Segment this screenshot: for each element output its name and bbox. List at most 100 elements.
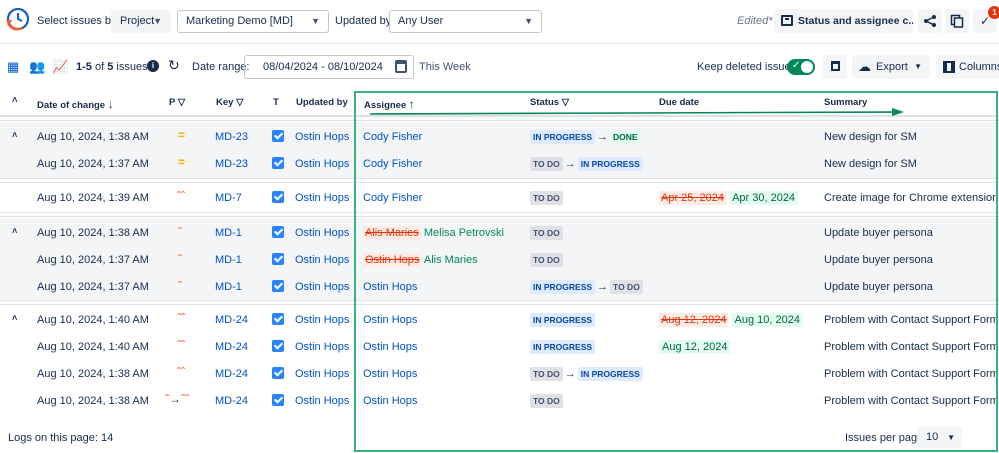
table-row[interactable]: Aug 10, 2024, 1:38 AM ˆˆ MD-24 Ostin Hop…: [0, 360, 999, 387]
updated-by-link[interactable]: Ostin Hops: [295, 395, 350, 407]
table-row[interactable]: ˄ Aug 10, 2024, 1:40 AM ˆˆ MD-24 Ostin H…: [0, 306, 999, 333]
col-type[interactable]: T: [273, 97, 279, 108]
updated-by-link[interactable]: Ostin Hops: [295, 254, 350, 266]
assignee-cell[interactable]: Ostin Hops: [363, 314, 418, 326]
issues-label: issues: [116, 61, 148, 73]
updated-by-link[interactable]: Ostin Hops: [295, 314, 350, 326]
updated-by-link[interactable]: Ostin Hops: [295, 281, 350, 293]
copy-button[interactable]: [945, 9, 969, 33]
issue-group: Aug 10, 2024, 1:39 AM ˆˆ MD-7 Ostin Hops…: [0, 184, 999, 212]
info-icon[interactable]: i: [147, 60, 159, 72]
assignee-cell[interactable]: Alis Maries Melisa Petrovski: [363, 226, 504, 240]
updated-by-link[interactable]: Ostin Hops: [295, 341, 350, 353]
group-separator: [0, 178, 999, 183]
group-separator: [0, 116, 999, 121]
col-summary[interactable]: Summary: [824, 97, 868, 108]
assignee-cell[interactable]: Cody Fisher: [363, 158, 423, 170]
updated-by-link[interactable]: Ostin Hops: [295, 368, 350, 380]
total-issues: 5: [107, 61, 114, 73]
collapse-icon[interactable]: ˄: [12, 226, 18, 236]
issue-key-link[interactable]: MD-1: [215, 227, 242, 239]
priority-high-icon: ˆˆ: [177, 311, 185, 325]
task-type-icon: [272, 253, 284, 265]
chart-icon[interactable]: 📈: [52, 59, 69, 74]
date-range-input[interactable]: 08/04/2024 - 08/10/2024: [244, 55, 414, 79]
table-row[interactable]: Aug 10, 2024, 1:37 AM = MD-23 Ostin Hops…: [0, 150, 999, 177]
priority-high-icon: ˆ: [178, 225, 182, 239]
delete-button[interactable]: [823, 55, 847, 79]
col-key[interactable]: Key ▽: [216, 97, 244, 108]
per-page-dropdown[interactable]: 10 ▼: [917, 427, 962, 448]
chevron-down-icon: ▼: [524, 16, 533, 26]
col-updated-by[interactable]: Updated by: [296, 97, 348, 108]
issue-key-link[interactable]: MD-24: [215, 395, 249, 407]
updated-by-link[interactable]: Ostin Hops: [295, 192, 350, 204]
col-priority[interactable]: P ▽: [169, 97, 186, 108]
updated-by-link[interactable]: Ostin Hops: [295, 131, 350, 143]
table-header: ˄ Date of change ↓ P ▽ Key ▽ T Updated b…: [0, 88, 999, 116]
issue-group: ˄ Aug 10, 2024, 1:38 AM = MD-23 Ostin Ho…: [0, 122, 999, 178]
issue-key-link[interactable]: MD-24: [215, 314, 249, 326]
collapse-icon[interactable]: ˄: [12, 130, 18, 140]
saved-view-button[interactable]: Status and assignee c...: [774, 9, 913, 33]
updated-by-link[interactable]: Ostin Hops: [295, 158, 350, 170]
assignee-cell[interactable]: Ostin Hops: [363, 395, 418, 407]
select-issues-dropdown[interactable]: Project ▼: [111, 10, 171, 33]
table-row[interactable]: ˄ Aug 10, 2024, 1:38 AM = MD-23 Ostin Ho…: [0, 123, 999, 150]
col-status[interactable]: Status ▽: [530, 97, 569, 108]
issue-key-link[interactable]: MD-1: [215, 281, 242, 293]
task-type-icon: [272, 367, 284, 379]
issue-key-link[interactable]: MD-1: [215, 254, 242, 266]
of-label: of: [94, 61, 105, 73]
history-logo-icon: [6, 7, 30, 31]
table-row[interactable]: Aug 10, 2024, 1:39 AM ˆˆ MD-7 Ostin Hops…: [0, 184, 999, 211]
summary-cell: Problem with Contact Support Form: [824, 341, 999, 353]
table-row[interactable]: Aug 10, 2024, 1:37 AM ˆ MD-1 Ostin Hops …: [0, 273, 999, 300]
refresh-icon[interactable]: ↻: [168, 57, 180, 73]
project-value: Marketing Demo [MD]: [186, 15, 293, 27]
toggle-knob: [801, 61, 813, 73]
assignee-cell[interactable]: Ostin Hops: [363, 281, 418, 293]
issue-group: ˄ Aug 10, 2024, 1:38 AM ˆ MD-1 Ostin Hop…: [0, 218, 999, 300]
assignee-cell[interactable]: Cody Fisher: [363, 192, 423, 204]
table-row[interactable]: ˄ Aug 10, 2024, 1:38 AM ˆ MD-1 Ostin Hop…: [0, 219, 999, 246]
per-page-label: Issues per page:: [845, 432, 927, 444]
task-type-icon: [272, 280, 284, 292]
assignee-cell[interactable]: Ostin Hops: [363, 368, 418, 380]
summary-cell: Update buyer persona: [824, 254, 933, 266]
priority-high-icon: ˆ: [178, 252, 182, 266]
keep-deleted-toggle[interactable]: ✓: [787, 59, 815, 75]
col-date[interactable]: Date of change ↓: [37, 97, 114, 111]
issue-key-link[interactable]: MD-23: [215, 158, 249, 170]
updated-by-link[interactable]: Ostin Hops: [295, 227, 350, 239]
table-row[interactable]: Aug 10, 2024, 1:37 AM ˆ MD-1 Ostin Hops …: [0, 246, 999, 273]
table-view-icon[interactable]: ▦: [7, 59, 20, 74]
date-cell: Aug 10, 2024, 1:38 AM: [37, 227, 149, 239]
priority-high-icon: ˆˆ: [177, 189, 185, 203]
table-row[interactable]: Aug 10, 2024, 1:40 AM ˆˆ MD-24 Ostin Hop…: [0, 333, 999, 360]
columns-button[interactable]: Columns: [936, 55, 999, 79]
assignee-cell[interactable]: Cody Fisher: [363, 131, 423, 143]
trash-icon: [830, 61, 840, 71]
share-button[interactable]: [918, 9, 942, 33]
collapse-icon[interactable]: ˄: [12, 313, 18, 323]
assignee-cell[interactable]: Ostin Hops: [363, 341, 418, 353]
keep-deleted-label: Keep deleted issues: [697, 61, 797, 73]
assignee-cell[interactable]: Ostin Hops Alis Maries: [363, 253, 478, 267]
project-dropdown[interactable]: Marketing Demo [MD] ▼: [177, 10, 329, 33]
issue-key-link[interactable]: MD-24: [215, 368, 249, 380]
issue-key-link[interactable]: MD-7: [215, 192, 242, 204]
per-page-value: 10: [926, 431, 939, 443]
col-due-date[interactable]: Due date: [659, 97, 700, 108]
export-button[interactable]: ☁ Export ▼: [852, 55, 930, 79]
status-cell: TO DO: [530, 191, 563, 205]
summary-cell: Create image for Chrome extension: [824, 192, 999, 204]
issue-key-link[interactable]: MD-23: [215, 131, 249, 143]
col-assignee[interactable]: Assignee ↑: [364, 97, 415, 111]
table-row[interactable]: Aug 10, 2024, 1:38 AM ˆ→ˆˆ MD-24 Ostin H…: [0, 387, 999, 414]
users-icon[interactable]: 👥: [29, 59, 46, 74]
collapse-all-icon[interactable]: ˄: [12, 95, 18, 106]
issue-key-link[interactable]: MD-24: [215, 341, 249, 353]
notifications-button[interactable]: ✓ 1: [973, 6, 999, 33]
updated-by-dropdown[interactable]: Any User ▼: [389, 10, 542, 33]
